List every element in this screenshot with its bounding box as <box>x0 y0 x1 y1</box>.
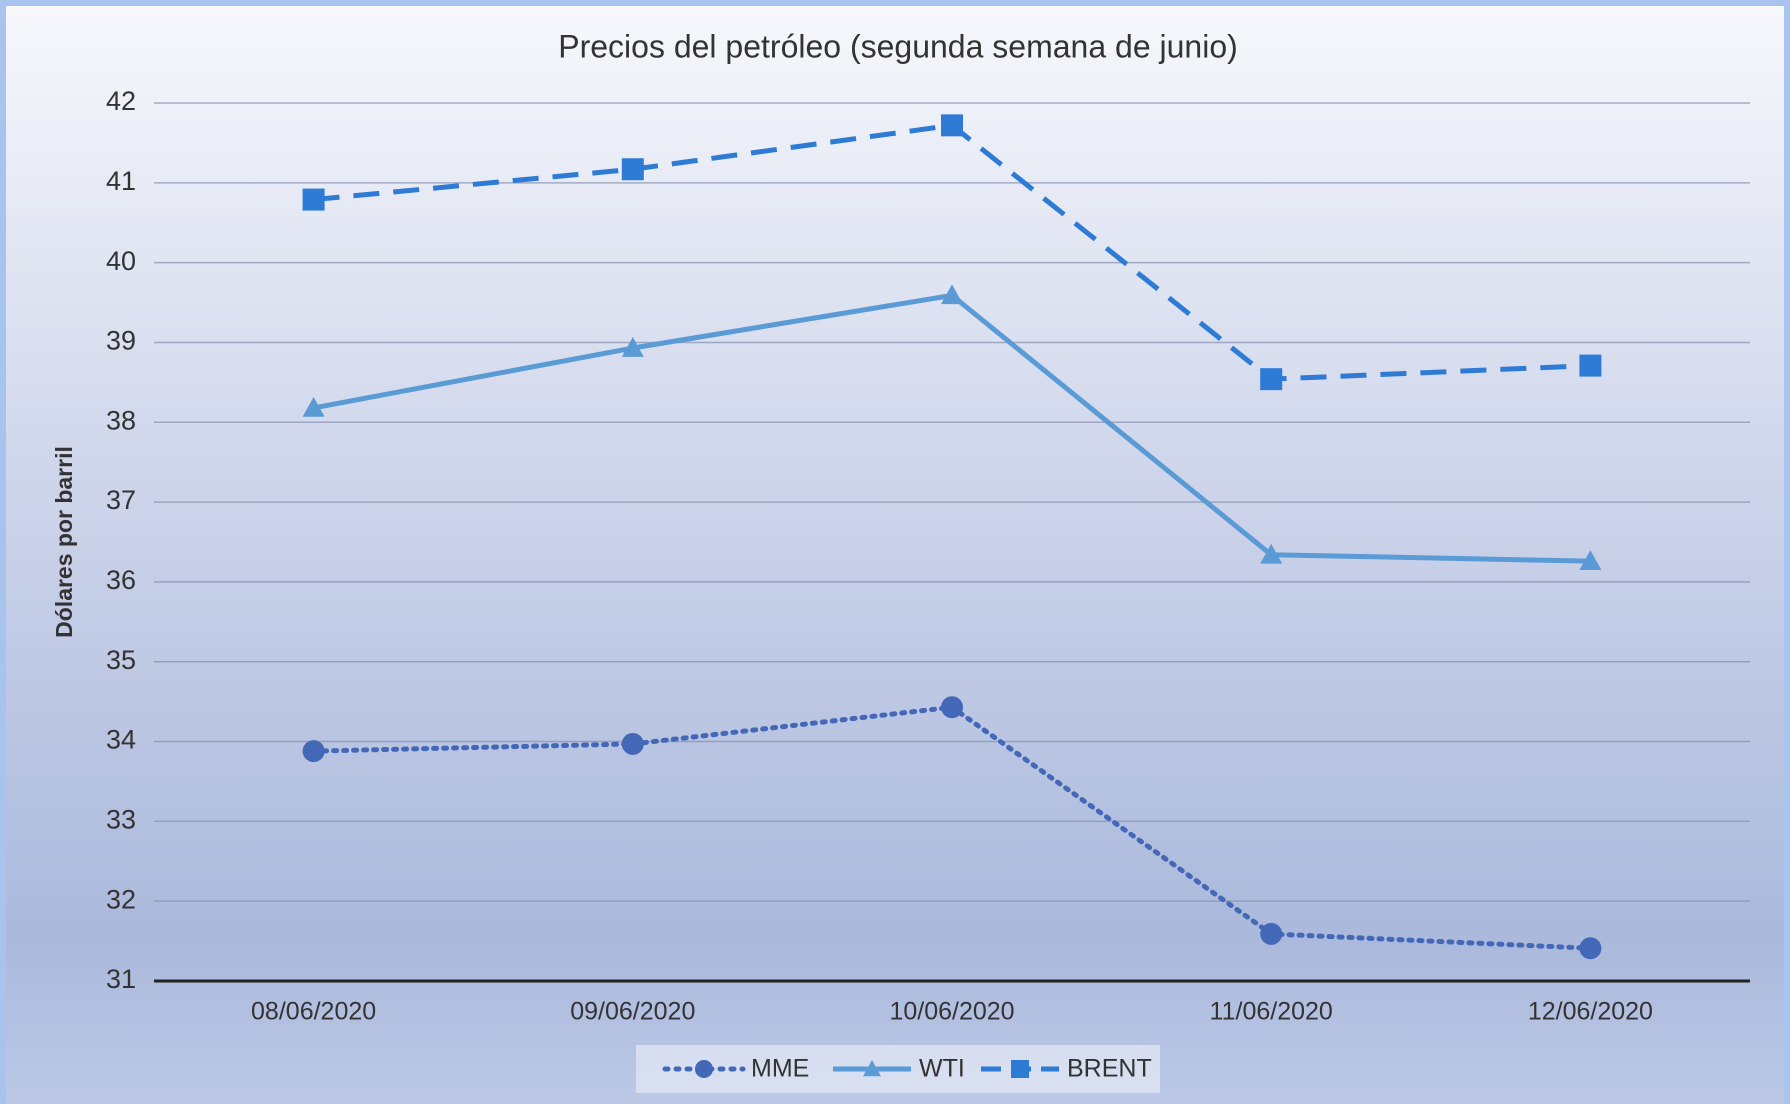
marker <box>302 740 325 763</box>
marker <box>621 158 644 181</box>
marker <box>941 696 963 719</box>
y-tick-label: 38 <box>106 405 136 435</box>
marker <box>1579 937 1602 960</box>
chart-title: Precios del petróleo (segunda semana de … <box>558 28 1238 64</box>
marker <box>1260 543 1283 564</box>
marker <box>1579 354 1602 377</box>
y-tick-label: 36 <box>106 565 136 595</box>
marker <box>1260 922 1283 945</box>
chart-background <box>6 6 1784 1104</box>
y-axis-label: Dólares por barril <box>51 446 77 638</box>
x-tick-label: 08/06/2020 <box>251 998 376 1026</box>
marker <box>621 732 644 755</box>
marker <box>863 1060 881 1077</box>
marker <box>695 1060 713 1078</box>
marker <box>1579 550 1602 570</box>
y-tick-label: 35 <box>106 645 136 675</box>
legend-label: MME <box>751 1055 809 1083</box>
marker <box>941 284 963 305</box>
y-tick-label: 31 <box>106 964 136 994</box>
y-tick-label: 42 <box>106 86 136 116</box>
y-tick-label: 32 <box>106 884 136 914</box>
legend-label: BRENT <box>1067 1055 1152 1083</box>
marker <box>1011 1060 1029 1078</box>
y-tick-label: 39 <box>106 326 136 356</box>
marker <box>302 188 325 211</box>
x-tick-label: 11/06/2020 <box>1210 998 1333 1026</box>
marker <box>621 337 644 357</box>
y-tick-label: 41 <box>106 166 136 196</box>
y-tick-label: 34 <box>106 725 136 755</box>
marker <box>941 114 963 137</box>
marker <box>302 396 325 417</box>
x-tick-label: 12/06/2020 <box>1528 998 1653 1026</box>
y-tick-label: 37 <box>106 485 136 515</box>
marker <box>1260 368 1283 391</box>
y-tick-label: 40 <box>106 246 136 276</box>
x-tick-label: 09/06/2020 <box>570 998 695 1026</box>
y-tick-label: 33 <box>106 804 136 834</box>
x-tick-label: 10/06/2020 <box>889 998 1014 1026</box>
legend-label: WTI <box>919 1055 965 1083</box>
